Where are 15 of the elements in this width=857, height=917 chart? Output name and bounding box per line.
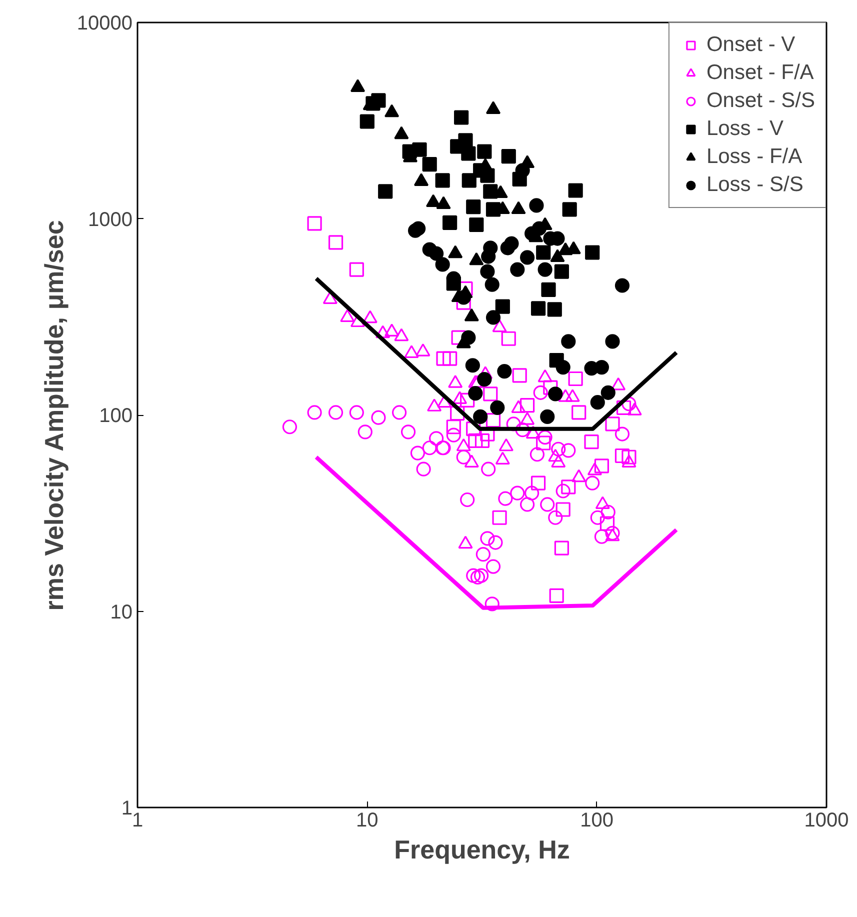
y-tick-label: 1000: [88, 208, 133, 231]
legend-label: Loss - S/S: [706, 173, 804, 197]
legend-label: Onset - S/S: [706, 89, 815, 113]
x-axis-title: Frequency, Hz: [394, 834, 570, 864]
y-tick-label: 100: [99, 405, 133, 427]
legend-label: Loss - V: [706, 117, 784, 141]
legend-label: Onset - V: [706, 33, 796, 57]
x-tick-label: 100: [580, 810, 614, 832]
y-tick-label: 10: [110, 601, 133, 624]
x-tick-label: 1000: [804, 810, 849, 832]
x-tick-label: 10: [356, 810, 378, 832]
legend-label: Onset - F/A: [706, 61, 814, 85]
legend-label: Loss - F/A: [706, 145, 802, 169]
y-axis-title: rms Velocity Amplitude, μm/sec: [38, 220, 69, 611]
y-tick-label: 10000: [76, 12, 133, 34]
